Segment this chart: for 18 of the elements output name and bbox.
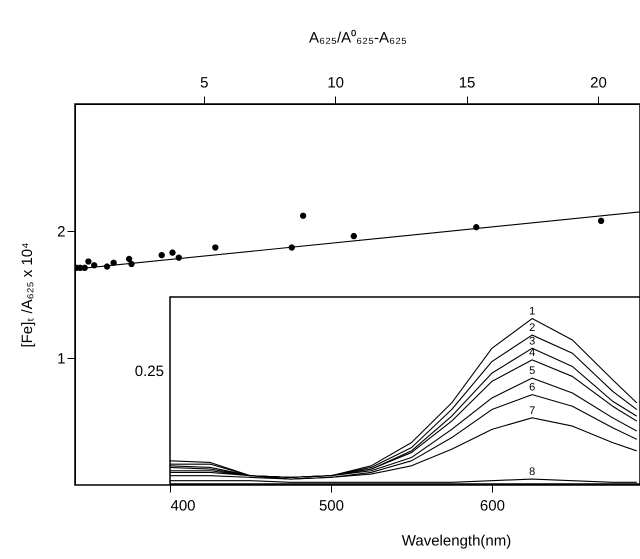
y-axis-title: [Fe]ₜ /A₆₂₅ x 10⁴ [19,242,36,348]
x-axis-title: A₆₂₅/A⁰₆₂₅-A₆₂₅ [309,30,407,46]
series-label: 5 [529,365,536,378]
x-axis-title: Wavelength(nm) [402,532,512,550]
x-tick-label: 500 [318,498,344,514]
series-label: 3 [529,335,536,348]
x-tick-label: 5 [200,74,208,92]
x-tick-label: 600 [480,498,505,514]
series-label: 7 [529,404,536,417]
x-tick-label: 10 [327,74,344,92]
series-label: 1 [529,306,536,318]
annotation: 0.25 [134,363,164,380]
series-label: 8 [529,466,536,478]
x-tick-label: 400 [170,498,196,514]
series-label: 6 [529,382,536,394]
x-tick-label: 20 [590,74,607,92]
series-label: 2 [529,322,536,334]
x-tick-label: 15 [458,74,476,92]
